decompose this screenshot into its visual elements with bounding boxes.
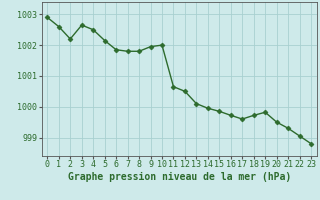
X-axis label: Graphe pression niveau de la mer (hPa): Graphe pression niveau de la mer (hPa) xyxy=(68,172,291,182)
